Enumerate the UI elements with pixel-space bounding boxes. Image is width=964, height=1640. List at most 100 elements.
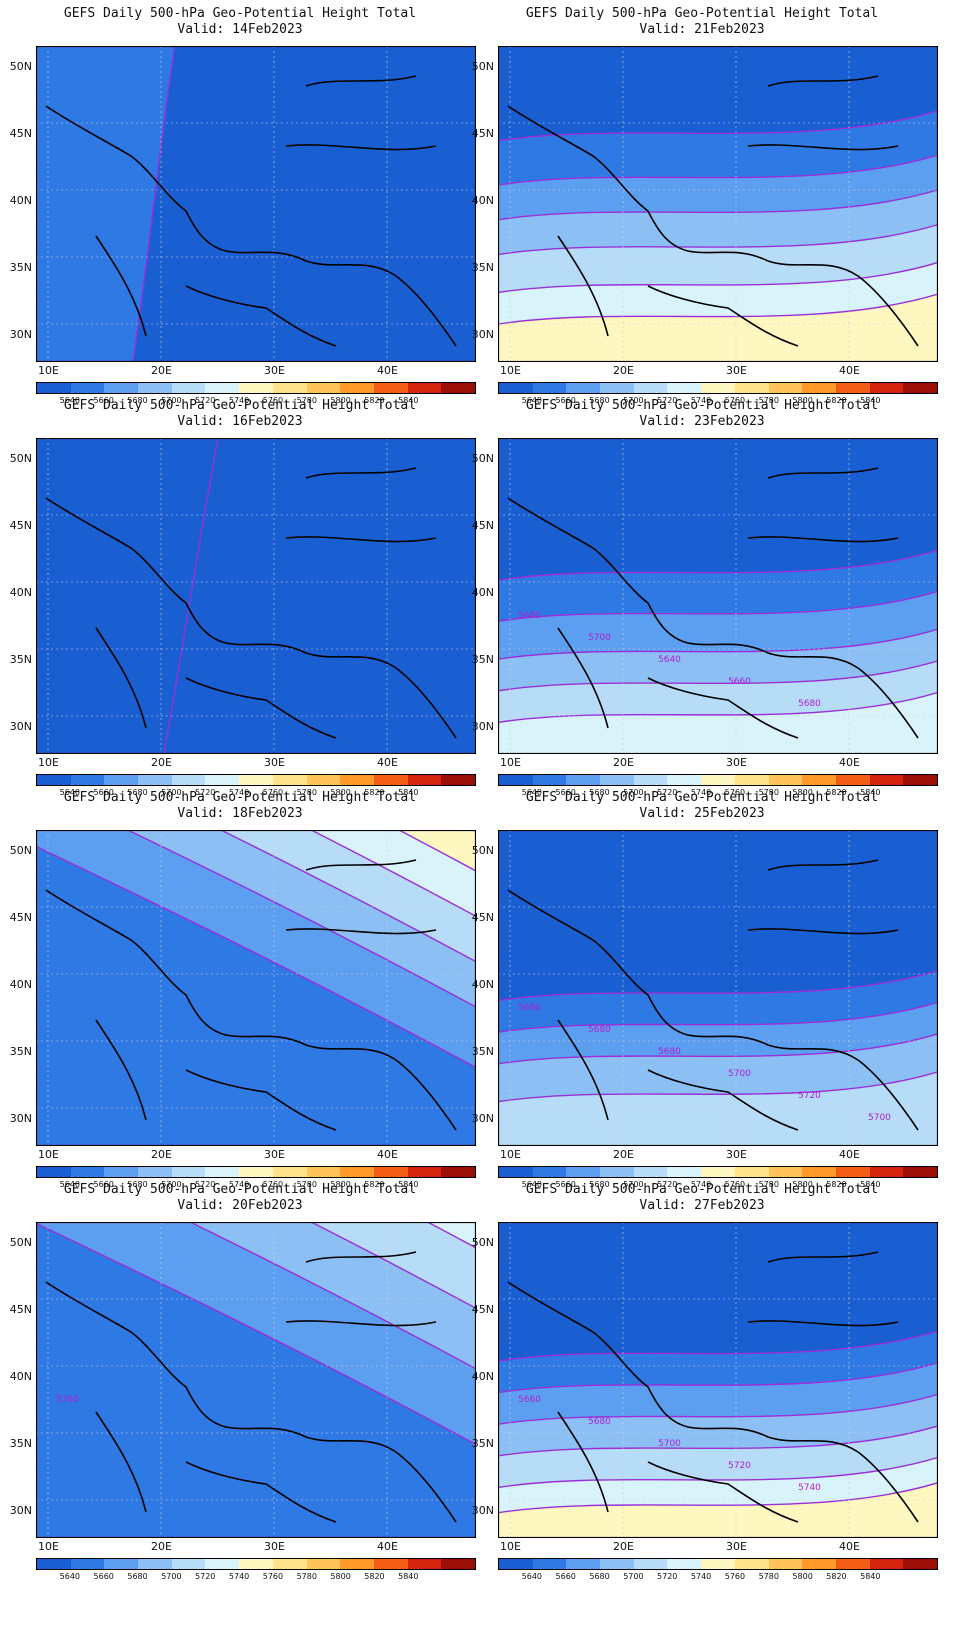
colorbar-swatch bbox=[802, 775, 836, 785]
lat-label: 40N bbox=[9, 194, 32, 207]
colorbar-swatch bbox=[903, 1559, 937, 1569]
colorbar-swatch bbox=[70, 1559, 105, 1569]
panel-valid-date: Valid: 20Feb2023 bbox=[177, 1198, 303, 1213]
height-contour-map bbox=[36, 438, 476, 754]
colorbar-tick-label: 5660 bbox=[93, 1180, 114, 1189]
colorbar-tick-label: 5740 bbox=[228, 396, 250, 405]
colorbar bbox=[36, 774, 476, 786]
panel-title: GEFS Daily 500-hPa Geo-Potential Height … bbox=[63, 1182, 417, 1197]
colorbar-tick-label: 5700 bbox=[161, 1180, 182, 1189]
lon-label: 40E bbox=[839, 756, 860, 769]
colorbar-swatch bbox=[802, 1559, 836, 1569]
colorbar bbox=[498, 1166, 938, 1178]
lon-label: 40E bbox=[839, 1148, 860, 1161]
colorbar-tick-label: 5720 bbox=[657, 788, 678, 797]
colorbar-tick-label: 5680 bbox=[589, 1572, 610, 1581]
lat-label: 45N bbox=[9, 519, 32, 532]
lat-label: 30N bbox=[9, 1112, 32, 1125]
colorbar-tick-label: 5640 bbox=[59, 788, 81, 797]
colorbar-swatch bbox=[532, 775, 567, 785]
map-frame bbox=[36, 46, 476, 362]
lat-label: 40N bbox=[9, 586, 32, 599]
colorbar-swatch bbox=[566, 1167, 601, 1177]
colorbar-tick-label: 5840 bbox=[398, 396, 419, 405]
lon-label: 10E bbox=[500, 1540, 521, 1553]
colorbar-tick-label: 5640 bbox=[521, 1180, 543, 1189]
lat-label: 35N bbox=[9, 653, 32, 666]
lon-label: 30E bbox=[726, 364, 747, 377]
colorbar-swatch bbox=[138, 1167, 172, 1177]
map-frame bbox=[36, 830, 476, 1146]
colorbar-tick-label: 5680 bbox=[127, 788, 148, 797]
contour-label: 5720 bbox=[798, 1091, 821, 1101]
colorbar-swatch bbox=[869, 383, 904, 393]
colorbar-tick-label: 5760 bbox=[724, 396, 746, 405]
colorbar-tick-label: 5680 bbox=[127, 1180, 148, 1189]
colorbar-swatch bbox=[903, 1167, 937, 1177]
colorbar-swatch bbox=[104, 1559, 139, 1569]
lon-label: 20E bbox=[613, 1540, 634, 1553]
colorbar-tick-label: 5740 bbox=[690, 1572, 712, 1581]
colorbar-tick-label: 5760 bbox=[724, 788, 746, 797]
colorbar-swatch bbox=[835, 775, 870, 785]
lon-label: 10E bbox=[38, 1540, 59, 1553]
lat-label: 50N bbox=[471, 1236, 494, 1249]
colorbar-swatch bbox=[373, 1167, 408, 1177]
colorbar-swatch bbox=[340, 775, 374, 785]
height-contour-map: 5660 5680 5700 5720 5740 bbox=[498, 1222, 938, 1538]
colorbar-tick-label: 5760 bbox=[724, 1180, 746, 1189]
colorbar-tick-label: 5720 bbox=[657, 1180, 678, 1189]
lon-label: 20E bbox=[613, 1148, 634, 1161]
panel-valid-date: Valid: 21Feb2023 bbox=[639, 22, 765, 37]
colorbar-swatch bbox=[903, 775, 937, 785]
lon-label: 10E bbox=[500, 364, 521, 377]
colorbar-swatch bbox=[441, 1167, 475, 1177]
lon-label: 40E bbox=[377, 364, 398, 377]
coastline bbox=[45, 75, 457, 347]
colorbar-tick-label: 5840 bbox=[860, 1572, 881, 1581]
contour-band bbox=[36, 1222, 476, 1538]
panel-title: GEFS Daily 500-hPa Geo-Potential Height … bbox=[525, 1182, 879, 1197]
colorbar-swatch bbox=[138, 383, 172, 393]
colorbar-tick-label: 5780 bbox=[758, 1180, 779, 1189]
coastline bbox=[507, 859, 919, 1131]
panel-valid-date: Valid: 25Feb2023 bbox=[639, 806, 765, 821]
colorbar-swatch bbox=[70, 383, 105, 393]
colorbar-swatch bbox=[903, 383, 937, 393]
colorbar-swatch bbox=[373, 775, 408, 785]
height-contour-map: 5760 bbox=[36, 1222, 476, 1538]
colorbar-swatch bbox=[104, 383, 139, 393]
colorbar-tick-label: 5840 bbox=[860, 396, 881, 405]
coastline bbox=[45, 467, 457, 739]
colorbar-tick-label: 5780 bbox=[296, 1572, 317, 1581]
lat-label: 45N bbox=[9, 1303, 32, 1316]
coastline bbox=[507, 467, 919, 739]
colorbar-tick-label: 5640 bbox=[59, 1572, 81, 1581]
colorbar-swatch bbox=[272, 383, 307, 393]
map-panel-p2: GEFS Daily 500-hPa Geo-Potential Height … bbox=[462, 0, 942, 410]
colorbar-swatch bbox=[239, 1559, 273, 1569]
lat-label: 30N bbox=[9, 720, 32, 733]
colorbar-swatch bbox=[835, 1167, 870, 1177]
lat-label: 50N bbox=[9, 60, 32, 73]
colorbar-swatch bbox=[701, 775, 735, 785]
colorbar-swatch bbox=[37, 1559, 71, 1569]
lon-label: 30E bbox=[264, 756, 285, 769]
colorbar-swatch bbox=[667, 775, 702, 785]
height-contour-map bbox=[498, 46, 938, 362]
lat-label: 35N bbox=[471, 1437, 494, 1450]
lon-label: 40E bbox=[377, 756, 398, 769]
colorbar-tick-label: 5780 bbox=[758, 1572, 779, 1581]
lon-label: 40E bbox=[839, 364, 860, 377]
colorbar-swatch bbox=[441, 383, 475, 393]
colorbar-swatch bbox=[205, 775, 240, 785]
lon-label: 20E bbox=[151, 1148, 172, 1161]
colorbar-tick-label: 5700 bbox=[623, 1180, 644, 1189]
colorbar-swatch bbox=[239, 1167, 273, 1177]
colorbar-swatch bbox=[272, 1559, 307, 1569]
colorbar bbox=[36, 382, 476, 394]
colorbar-swatch bbox=[566, 1559, 601, 1569]
colorbar-tick-label: 5840 bbox=[398, 1572, 419, 1581]
map-frame bbox=[498, 46, 938, 362]
colorbar-swatch bbox=[768, 775, 803, 785]
